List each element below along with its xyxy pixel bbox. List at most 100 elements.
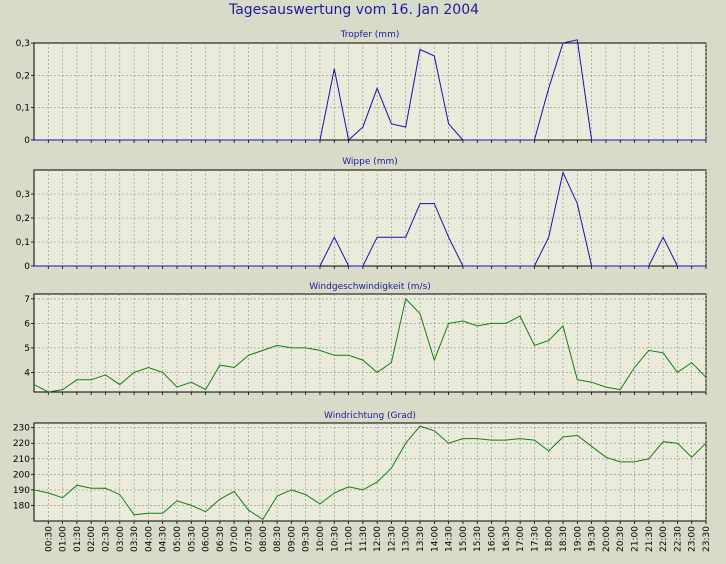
data-point (233, 490, 235, 492)
data-point (390, 236, 392, 238)
x-tick-label: 19:30 (588, 526, 598, 552)
data-point (147, 366, 149, 368)
x-tick-label: 12:30 (387, 526, 397, 552)
data-point (276, 344, 278, 346)
data-point (505, 265, 507, 267)
x-tick-label: 15:30 (473, 526, 483, 552)
data-point (133, 371, 135, 373)
data-point (519, 437, 521, 439)
y-tick-label: 0 (24, 136, 30, 146)
data-point (648, 458, 650, 460)
data-point (662, 352, 664, 354)
series-line (33, 425, 707, 521)
x-tick-label: 09:30 (302, 526, 312, 552)
x-tick-label: 11:00 (345, 526, 355, 552)
data-point (433, 202, 435, 204)
x-tick-label: 10:30 (330, 526, 340, 552)
data-point (462, 437, 464, 439)
x-tick-label: 11:30 (359, 526, 369, 552)
data-point (705, 265, 707, 267)
data-point (362, 359, 364, 361)
data-point (633, 265, 635, 267)
x-tick-label: 10:00 (316, 526, 326, 552)
data-point (662, 440, 664, 442)
data-point (476, 437, 478, 439)
x-tick-label: 09:00 (287, 526, 297, 552)
x-tick-label: 16:00 (488, 526, 498, 552)
x-tick-label: 05:30 (187, 526, 197, 552)
series-line (34, 39, 706, 141)
data-point (262, 139, 264, 141)
y-tick-label: 6 (24, 319, 30, 329)
vertical-gridlines (47, 423, 707, 524)
y-axis: 180 190 200 210 220 230 (13, 424, 706, 511)
data-point (605, 386, 607, 388)
data-point (548, 87, 550, 89)
data-point (47, 265, 49, 267)
data-point (104, 139, 106, 141)
x-tick-label: 22:00 (659, 526, 669, 552)
data-point (433, 55, 435, 57)
x-tick-label: 08:30 (273, 526, 283, 552)
data-point (433, 359, 435, 361)
data-point (304, 347, 306, 349)
data-point (533, 439, 535, 441)
data-point (505, 139, 507, 141)
data-point (447, 236, 449, 238)
x-tick-label: 13:00 (402, 526, 412, 552)
data-point (562, 42, 564, 44)
data-point (376, 481, 378, 483)
data-point (376, 371, 378, 373)
data-point (605, 265, 607, 267)
data-point (90, 265, 92, 267)
data-point (61, 139, 63, 141)
data-point (219, 498, 221, 500)
y-tick-label: 0,1 (16, 238, 30, 248)
data-point (490, 322, 492, 324)
x-tick-label: 05:00 (173, 526, 183, 552)
y-tick-label: 0,1 (16, 104, 30, 114)
data-point (705, 442, 707, 444)
data-point (619, 461, 621, 463)
data-point (419, 202, 421, 204)
data-point (319, 503, 321, 505)
data-point (147, 512, 149, 514)
data-point (247, 139, 249, 141)
x-tick-label: 04:00 (144, 526, 154, 552)
data-point (462, 265, 464, 267)
data-point (90, 139, 92, 141)
data-point (233, 265, 235, 267)
x-tick-label: 20:30 (616, 526, 626, 552)
y-tick-label: 0,3 (16, 39, 30, 49)
data-point (419, 425, 421, 427)
data-point (319, 265, 321, 267)
y-axis: 4 5 6 7 (24, 295, 706, 378)
data-point (533, 344, 535, 346)
x-tick-label: 01:30 (73, 526, 83, 552)
x-tick-label: 06:30 (216, 526, 226, 552)
data-point (633, 366, 635, 368)
data-point (419, 312, 421, 314)
data-point (405, 236, 407, 238)
x-tick-label: 03:00 (116, 526, 126, 552)
x-tick-label: 23:00 (688, 526, 698, 552)
data-point (204, 265, 206, 267)
data-point (176, 265, 178, 267)
vertical-gridlines (47, 43, 707, 143)
data-point (61, 388, 63, 390)
data-point (319, 349, 321, 351)
data-point (548, 236, 550, 238)
data-point (104, 265, 106, 267)
data-point (190, 504, 192, 506)
chart-title: Wippe (mm) (342, 157, 398, 167)
data-point (490, 439, 492, 441)
data-point (233, 366, 235, 368)
data-point (405, 298, 407, 300)
data-point (648, 265, 650, 267)
data-point (447, 442, 449, 444)
x-tick-label: 03:30 (130, 526, 140, 552)
data-point (576, 434, 578, 436)
plot-area (33, 42, 707, 141)
